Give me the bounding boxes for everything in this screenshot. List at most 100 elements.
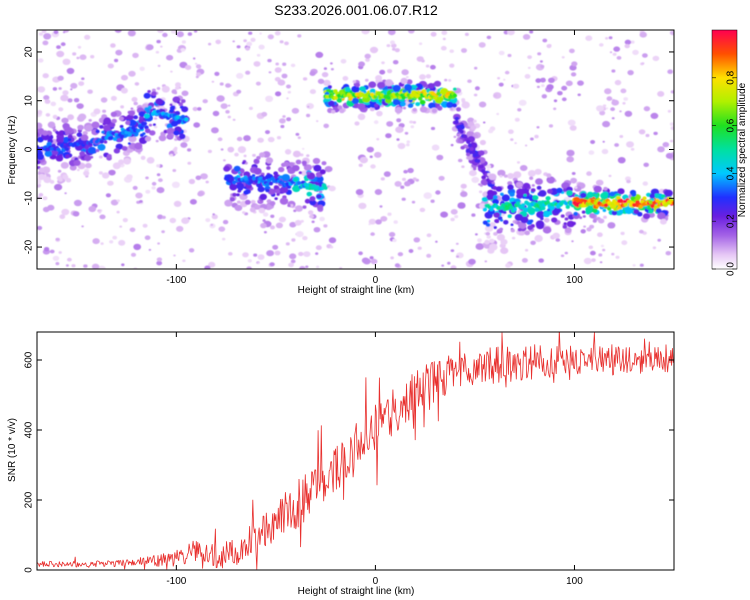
heat-cell: [405, 76, 409, 79]
heat-cell: [316, 265, 320, 269]
heat-cell: [431, 108, 438, 114]
heat-cell: [211, 127, 219, 134]
heat-cell: [545, 200, 551, 205]
heat-cell: [493, 94, 498, 98]
heat-cell: [562, 225, 567, 229]
heat-cell: [151, 91, 157, 96]
heat-cell: [618, 209, 624, 214]
heat-cell: [64, 192, 67, 195]
heat-cell: [57, 169, 62, 173]
heat-cell: [116, 199, 121, 202]
heat-cell: [267, 136, 275, 143]
heat-cell: [292, 150, 301, 158]
heat-cell: [456, 255, 459, 258]
heat-cell: [58, 107, 64, 112]
heat-cell: [258, 207, 266, 214]
heat-cell: [486, 35, 492, 40]
heat-cell: [257, 254, 265, 260]
heat-cell: [358, 163, 363, 167]
spectrogram-xtick-label: 0: [373, 275, 379, 286]
heat-cell: [408, 249, 414, 253]
heat-cell: [379, 205, 383, 208]
heat-cell: [657, 238, 661, 242]
heat-cell: [538, 190, 547, 197]
heat-cell: [553, 207, 561, 214]
heat-cell: [275, 91, 282, 97]
heat-cell: [263, 212, 269, 217]
heat-cell: [110, 95, 117, 101]
heat-cell: [542, 77, 546, 80]
heat-cell: [364, 53, 371, 59]
heat-cell: [128, 135, 137, 143]
heat-cell: [566, 190, 573, 196]
heat-cell: [454, 116, 460, 121]
heat-cell: [519, 165, 528, 171]
heat-cell: [188, 178, 196, 185]
heat-cell: [381, 61, 385, 65]
heat-cell: [107, 63, 114, 69]
heat-cell: [65, 264, 69, 267]
heat-cell: [50, 101, 57, 107]
heat-cell: [457, 202, 466, 209]
spectrogram-ytick-label: 10: [24, 95, 35, 107]
heat-cell: [507, 30, 515, 36]
heat-cell: [42, 73, 49, 79]
heat-cell: [409, 93, 415, 98]
heat-cell: [518, 221, 527, 229]
heat-cell: [655, 198, 660, 203]
heat-cell: [473, 167, 477, 171]
heat-cell: [534, 168, 542, 175]
heat-cell: [56, 45, 61, 49]
heat-cell: [245, 46, 250, 51]
heat-cell: [468, 258, 476, 265]
heat-cell: [435, 240, 438, 243]
heat-cell: [435, 190, 441, 195]
heat-cell: [561, 56, 565, 59]
heat-cell: [623, 97, 629, 101]
heat-cell: [319, 216, 325, 222]
heat-cell: [370, 258, 378, 265]
heat-cell: [49, 146, 55, 151]
heat-cell: [184, 117, 189, 122]
heat-cell: [80, 134, 89, 141]
heat-cell: [569, 48, 575, 54]
spectrogram-heatmap: [37, 30, 674, 269]
heat-cell: [499, 174, 503, 178]
heat-cell: [211, 80, 215, 83]
heat-cell: [204, 265, 211, 269]
heat-cell: [431, 144, 440, 151]
heat-cell: [262, 176, 267, 181]
snr-panel: -100 0 100 0 200 400 600 Height of straight li…: [7, 331, 675, 597]
heat-cell: [400, 185, 405, 189]
heat-cell: [315, 252, 319, 255]
heat-cell: [87, 146, 97, 154]
heat-cell: [542, 226, 552, 234]
colorbar-tick-label: 0.2: [726, 214, 737, 228]
heat-cell: [245, 70, 251, 75]
heat-cell: [121, 146, 128, 151]
heat-cell: [632, 264, 636, 267]
heat-cell: [532, 195, 539, 201]
heat-cell: [438, 175, 445, 181]
heat-cell: [155, 50, 160, 54]
heat-cell: [114, 30, 122, 33]
heat-cell: [169, 153, 174, 157]
heat-cell: [643, 106, 651, 112]
heat-cell: [415, 102, 421, 107]
heat-cell: [461, 48, 467, 53]
heat-cell: [262, 219, 266, 222]
heat-cell: [309, 196, 316, 202]
heat-cell: [401, 95, 406, 100]
heat-cell: [535, 78, 542, 83]
heat-cell: [516, 188, 525, 196]
heat-cell: [56, 137, 64, 144]
heat-cell: [189, 199, 197, 205]
heat-cell: [304, 198, 311, 204]
heat-cell: [507, 181, 513, 186]
heat-cell: [272, 244, 279, 250]
heat-cell: [62, 174, 69, 180]
heat-cell: [136, 128, 141, 133]
heat-cell: [302, 77, 308, 81]
heat-cell: [397, 252, 404, 257]
heat-cell: [359, 156, 368, 164]
